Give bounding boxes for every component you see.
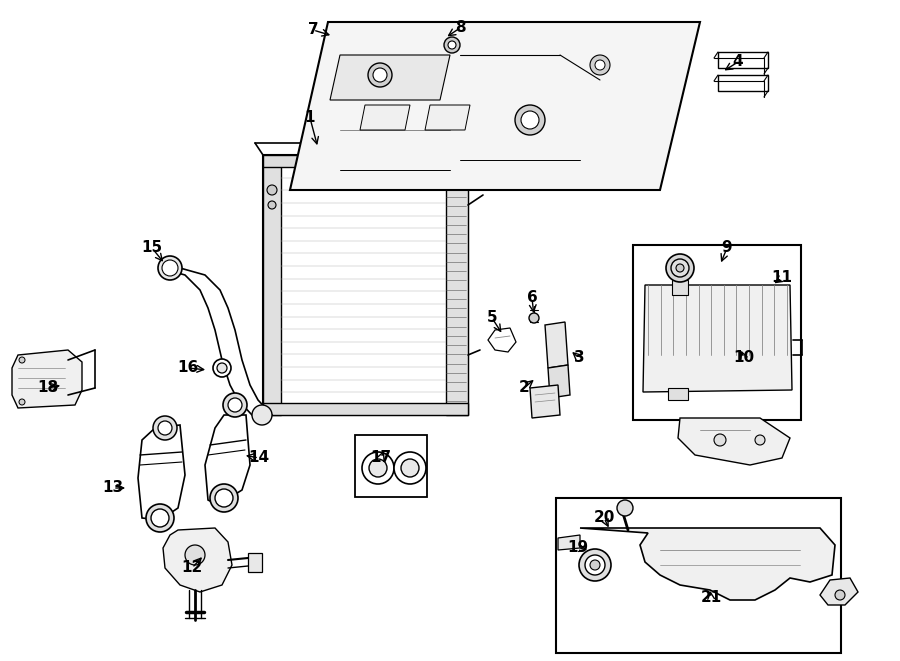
- Circle shape: [444, 37, 460, 53]
- Bar: [355, 435, 427, 497]
- Bar: [668, 388, 688, 400]
- Circle shape: [529, 313, 539, 323]
- Polygon shape: [138, 425, 185, 520]
- Text: 19: 19: [567, 541, 589, 555]
- Circle shape: [217, 363, 227, 373]
- Circle shape: [162, 260, 178, 276]
- Circle shape: [579, 549, 611, 581]
- Circle shape: [228, 398, 242, 412]
- Polygon shape: [248, 553, 262, 572]
- Polygon shape: [12, 350, 82, 408]
- Circle shape: [369, 459, 387, 477]
- Text: 3: 3: [573, 350, 584, 366]
- Circle shape: [151, 509, 169, 527]
- Polygon shape: [820, 578, 858, 605]
- Circle shape: [158, 421, 172, 435]
- Circle shape: [394, 452, 426, 484]
- Circle shape: [676, 264, 684, 272]
- Text: 15: 15: [141, 241, 163, 256]
- Polygon shape: [545, 322, 568, 368]
- Circle shape: [19, 357, 25, 363]
- Circle shape: [595, 60, 605, 70]
- Circle shape: [515, 105, 545, 135]
- Polygon shape: [678, 418, 790, 465]
- Polygon shape: [643, 285, 792, 392]
- Circle shape: [590, 55, 610, 75]
- Polygon shape: [330, 55, 450, 100]
- Text: 5: 5: [487, 311, 498, 325]
- Polygon shape: [580, 528, 835, 600]
- Circle shape: [146, 504, 174, 532]
- Circle shape: [666, 254, 694, 282]
- Polygon shape: [163, 528, 232, 592]
- Text: 13: 13: [103, 481, 123, 496]
- Circle shape: [617, 500, 633, 516]
- Text: 10: 10: [734, 350, 754, 366]
- Bar: [263, 155, 468, 167]
- Polygon shape: [548, 365, 570, 398]
- Text: 18: 18: [38, 381, 58, 395]
- Polygon shape: [718, 52, 768, 68]
- Circle shape: [223, 393, 247, 417]
- Text: 17: 17: [371, 451, 392, 465]
- Text: 2: 2: [518, 381, 529, 395]
- Circle shape: [215, 489, 233, 507]
- Polygon shape: [530, 385, 560, 418]
- Polygon shape: [290, 22, 700, 190]
- Circle shape: [158, 256, 182, 280]
- Polygon shape: [488, 328, 516, 352]
- Text: 9: 9: [722, 241, 733, 256]
- Text: 6: 6: [526, 290, 537, 305]
- Text: 1: 1: [305, 110, 315, 126]
- Polygon shape: [718, 75, 768, 91]
- Polygon shape: [205, 415, 250, 505]
- Text: 8: 8: [454, 20, 465, 36]
- Text: 12: 12: [182, 561, 202, 576]
- Circle shape: [671, 259, 689, 277]
- Bar: [263, 403, 468, 415]
- Circle shape: [521, 111, 539, 129]
- Polygon shape: [360, 105, 410, 130]
- Circle shape: [714, 434, 726, 446]
- Circle shape: [373, 68, 387, 82]
- Circle shape: [19, 399, 25, 405]
- Text: 11: 11: [771, 270, 793, 286]
- Circle shape: [213, 359, 231, 377]
- Circle shape: [835, 590, 845, 600]
- Text: 7: 7: [308, 22, 319, 38]
- Bar: [446, 155, 468, 415]
- Circle shape: [590, 560, 600, 570]
- Circle shape: [362, 452, 394, 484]
- Circle shape: [755, 435, 765, 445]
- Bar: [263, 155, 468, 415]
- Circle shape: [268, 201, 276, 209]
- Polygon shape: [425, 105, 470, 130]
- Bar: [263, 155, 281, 415]
- Circle shape: [267, 185, 277, 195]
- Text: 21: 21: [700, 590, 722, 605]
- Circle shape: [448, 41, 456, 49]
- Circle shape: [153, 416, 177, 440]
- Polygon shape: [558, 535, 580, 550]
- Text: 20: 20: [593, 510, 615, 525]
- Circle shape: [252, 405, 272, 425]
- Circle shape: [210, 484, 238, 512]
- Text: 14: 14: [248, 451, 270, 465]
- Circle shape: [368, 63, 392, 87]
- Circle shape: [185, 545, 205, 565]
- Text: 16: 16: [177, 360, 199, 375]
- Bar: [633, 245, 801, 420]
- Bar: [672, 280, 688, 295]
- Text: 4: 4: [733, 54, 743, 69]
- Bar: [556, 498, 841, 653]
- Circle shape: [401, 459, 419, 477]
- Circle shape: [585, 555, 605, 575]
